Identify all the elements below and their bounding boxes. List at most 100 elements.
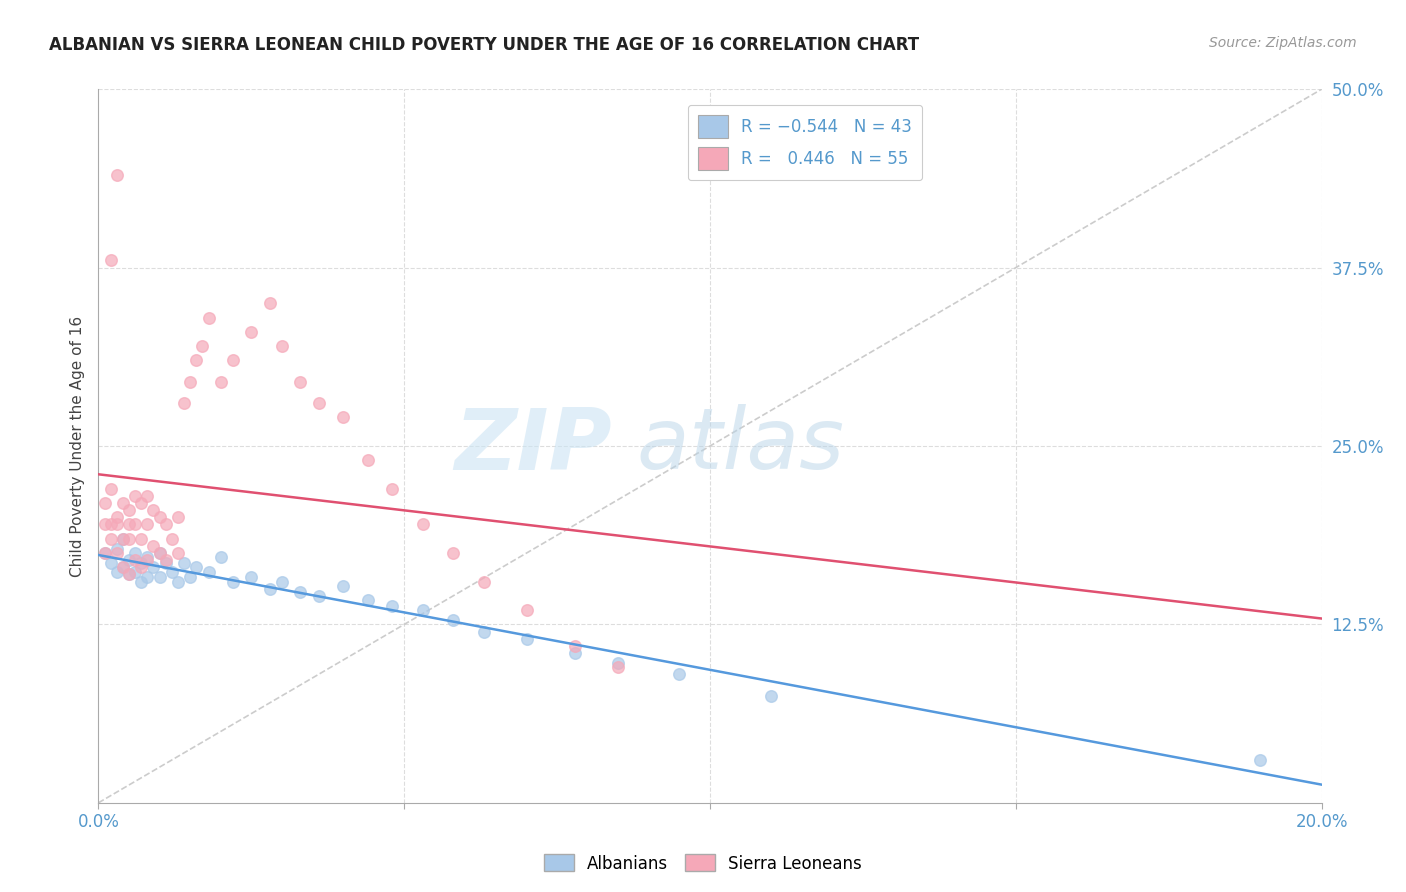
Legend: Albanians, Sierra Leoneans: Albanians, Sierra Leoneans: [537, 847, 869, 880]
Point: [118, 553, 141, 567]
Point: [412, 603, 434, 617]
Point: [308, 589, 330, 603]
Point: [100, 253, 122, 268]
Point: [105, 168, 128, 182]
Point: [155, 553, 177, 567]
Point: [222, 353, 245, 368]
Text: ZIP: ZIP: [454, 404, 612, 488]
Point: [118, 503, 141, 517]
Point: [129, 532, 152, 546]
Legend: R = −0.544   N = 43, R =   0.446   N = 55: R = −0.544 N = 43, R = 0.446 N = 55: [688, 104, 922, 180]
Point: [607, 656, 630, 670]
Point: [160, 565, 183, 579]
Point: [136, 570, 159, 584]
Point: [124, 553, 146, 567]
Point: [186, 353, 208, 368]
Point: [1249, 753, 1271, 767]
Point: [105, 546, 128, 560]
Point: [93, 517, 115, 532]
Point: [290, 375, 312, 389]
Point: [118, 567, 141, 582]
Point: [173, 556, 195, 570]
Point: [124, 517, 146, 532]
Point: [111, 532, 134, 546]
Point: [136, 553, 159, 567]
Point: [209, 375, 232, 389]
Point: [129, 496, 152, 510]
Point: [441, 546, 464, 560]
Point: [105, 517, 128, 532]
Y-axis label: Child Poverty Under the Age of 16: Child Poverty Under the Age of 16: [69, 316, 84, 576]
Point: [136, 517, 159, 532]
Point: [118, 532, 141, 546]
Point: [124, 489, 146, 503]
Point: [167, 510, 190, 524]
Point: [149, 546, 172, 560]
Point: [759, 689, 782, 703]
Point: [100, 482, 122, 496]
Point: [191, 339, 214, 353]
Point: [93, 496, 115, 510]
Point: [142, 539, 165, 553]
Point: [332, 579, 354, 593]
Point: [111, 560, 134, 574]
Point: [240, 570, 263, 584]
Text: atlas: atlas: [637, 404, 845, 488]
Point: [270, 339, 292, 353]
Point: [149, 546, 172, 560]
Point: [142, 503, 165, 517]
Point: [105, 565, 128, 579]
Point: [129, 574, 152, 589]
Point: [332, 410, 354, 425]
Point: [240, 325, 263, 339]
Point: [149, 510, 172, 524]
Point: [100, 517, 122, 532]
Point: [356, 453, 378, 467]
Point: [129, 556, 152, 570]
Point: [155, 517, 177, 532]
Point: [441, 613, 464, 627]
Point: [124, 546, 146, 560]
Point: [668, 667, 690, 681]
Point: [197, 310, 219, 325]
Point: [259, 582, 281, 596]
Point: [105, 541, 128, 556]
Point: [111, 560, 134, 574]
Point: [222, 574, 245, 589]
Point: [290, 584, 312, 599]
Point: [136, 489, 159, 503]
Point: [564, 639, 586, 653]
Point: [259, 296, 281, 310]
Point: [186, 560, 208, 574]
Point: [209, 550, 232, 565]
Point: [100, 556, 122, 570]
Point: [308, 396, 330, 410]
Text: ALBANIAN VS SIERRA LEONEAN CHILD POVERTY UNDER THE AGE OF 16 CORRELATION CHART: ALBANIAN VS SIERRA LEONEAN CHILD POVERTY…: [49, 36, 920, 54]
Point: [93, 546, 115, 560]
Point: [167, 574, 190, 589]
Point: [356, 593, 378, 607]
Point: [167, 546, 190, 560]
Point: [160, 532, 183, 546]
Point: [124, 565, 146, 579]
Point: [179, 375, 201, 389]
Point: [381, 482, 404, 496]
Point: [142, 560, 165, 574]
Point: [149, 570, 172, 584]
Point: [111, 532, 134, 546]
Point: [564, 646, 586, 660]
Point: [93, 546, 115, 560]
Point: [118, 517, 141, 532]
Point: [516, 603, 538, 617]
Point: [197, 565, 219, 579]
Point: [129, 560, 152, 574]
Point: [607, 660, 630, 674]
Point: [136, 550, 159, 565]
Point: [111, 496, 134, 510]
Point: [179, 570, 201, 584]
Text: Source: ZipAtlas.com: Source: ZipAtlas.com: [1209, 36, 1357, 50]
Point: [105, 510, 128, 524]
Point: [100, 532, 122, 546]
Point: [155, 556, 177, 570]
Point: [472, 574, 495, 589]
